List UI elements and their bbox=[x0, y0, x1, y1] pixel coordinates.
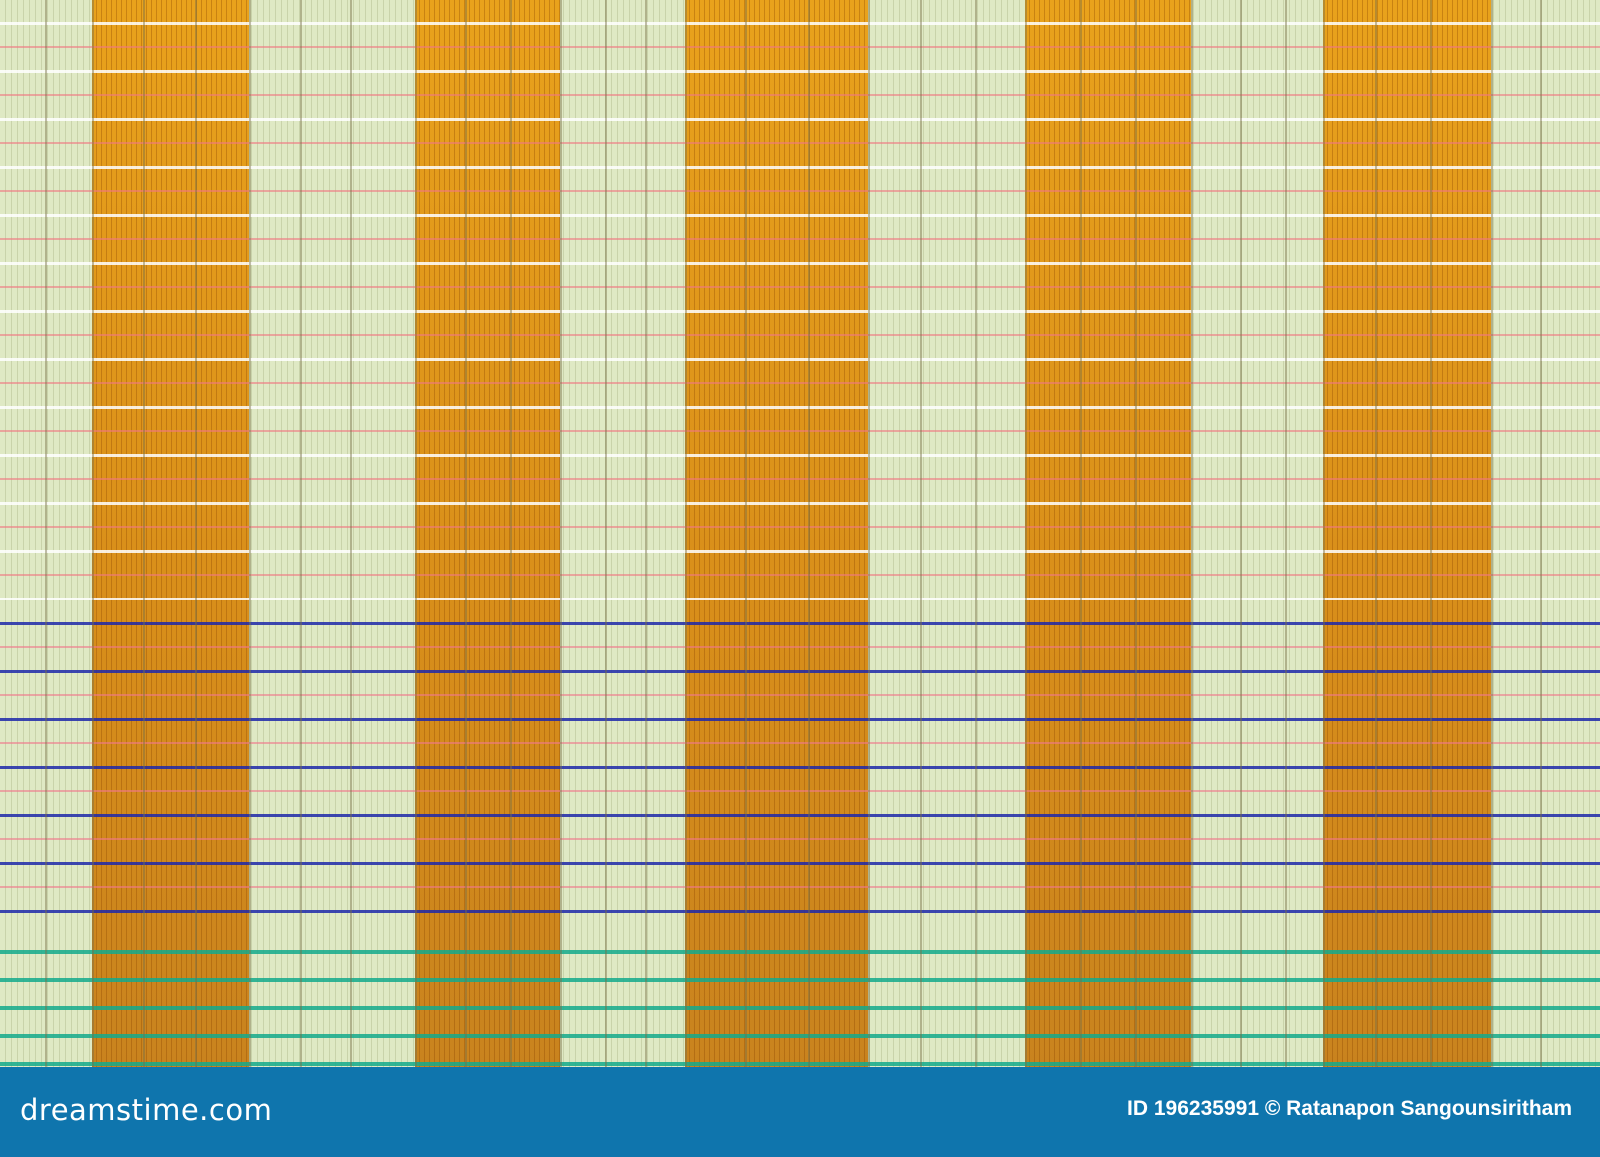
white-pink-threads bbox=[0, 0, 1600, 600]
slat-gap bbox=[920, 0, 922, 1067]
teal-threads bbox=[0, 930, 1600, 1067]
slat-gap bbox=[1540, 0, 1542, 1067]
slat-gap bbox=[1375, 0, 1377, 1067]
slat-gap bbox=[808, 0, 810, 1067]
slat-gap bbox=[560, 0, 562, 1067]
slat-gap bbox=[1240, 0, 1242, 1067]
slat-gap bbox=[143, 0, 145, 1067]
slat-gap bbox=[1080, 0, 1082, 1067]
slat-gap bbox=[1285, 0, 1287, 1067]
slat-gap bbox=[195, 0, 197, 1067]
slat-gap bbox=[415, 0, 417, 1067]
slat-gap bbox=[1430, 0, 1432, 1067]
watermark-banner: dreamstime.com ID 196235991 © Ratanapon … bbox=[0, 1067, 1600, 1157]
woven-mat-photo bbox=[0, 0, 1600, 1067]
slat-gap bbox=[1191, 0, 1193, 1067]
slat-gap bbox=[868, 0, 870, 1067]
slat-gap bbox=[745, 0, 747, 1067]
slat-gap bbox=[975, 0, 977, 1067]
slat-gap bbox=[510, 0, 512, 1067]
slat-gap bbox=[1491, 0, 1493, 1067]
slat-gap bbox=[1025, 0, 1027, 1067]
slat-gap bbox=[45, 0, 47, 1067]
dreamstime-logo: dreamstime.com bbox=[20, 1093, 273, 1127]
slat-gap bbox=[645, 0, 647, 1067]
blue-threads bbox=[0, 600, 1600, 930]
slat-gap bbox=[249, 0, 251, 1067]
slat-gap bbox=[350, 0, 352, 1067]
slat-gap bbox=[1135, 0, 1137, 1067]
slat-gap bbox=[685, 0, 687, 1067]
slat-gap bbox=[92, 0, 94, 1067]
slat-gap bbox=[1323, 0, 1325, 1067]
slat-gap bbox=[465, 0, 467, 1067]
slat-gap bbox=[300, 0, 302, 1067]
image-credit: ID 196235991 © Ratanapon Sangounsiritham bbox=[1127, 1097, 1572, 1120]
slat-gap bbox=[605, 0, 607, 1067]
